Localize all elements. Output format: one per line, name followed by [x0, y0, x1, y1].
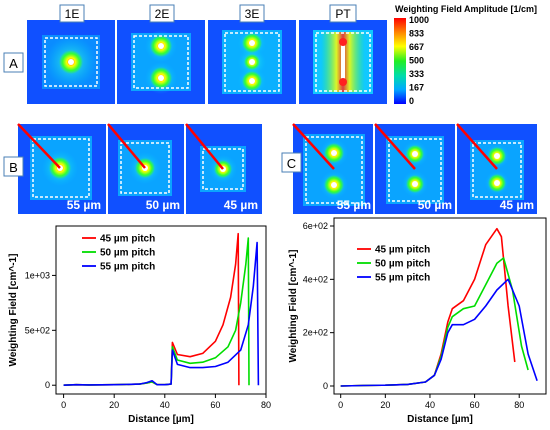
panel-a-2e — [117, 20, 205, 104]
chart-left-legend-entry: 50 µm pitch — [100, 248, 155, 259]
panel-c-caption-50: 50 µm — [418, 198, 452, 212]
chart-right-x-tick-label: 20 — [380, 400, 390, 410]
panel-b-caption-55: 55 µm — [67, 198, 101, 212]
chart-left-series-line-1 — [63, 237, 250, 386]
chart-right-legend-entry: 50 µm pitch — [375, 259, 430, 270]
chart-right-y-tick-label: 6e+02 — [303, 221, 328, 231]
colorbar: Weighting Field Amplitude [1/cm] 1000 833… — [394, 4, 537, 106]
panel-c-caption-45: 45 µm — [500, 198, 534, 212]
chart-left: 0 20 40 60 80 0 5e+02 1e+03 Distance [µm] Weighti… — [8, 225, 271, 425]
panel-b: B 55 µm 50 µm 45 µm — [3, 123, 262, 214]
chart-left-legend-entry: 55 µm pitch — [100, 262, 155, 273]
colorbar-tick-label: 500 — [409, 56, 424, 66]
chart-right-plot-frame — [333, 217, 547, 395]
chart-right-x-tick-label: 60 — [470, 400, 480, 410]
chart-right-x-axis-label: Distance [µm] — [407, 414, 473, 425]
panel-a: 1E 2E 3E PT A — [3, 4, 387, 104]
chart-left-plot-frame — [55, 225, 267, 395]
chart-left-x-axis-label: Distance [µm] — [128, 414, 194, 425]
panel-a-pt — [299, 20, 387, 104]
chart-right-series-line-2 — [340, 278, 538, 387]
column-label-1e: 1E — [65, 7, 80, 21]
chart-right-legend-entry: 55 µm pitch — [375, 273, 430, 284]
colorbar-tick-label: 333 — [409, 69, 424, 79]
colorbar-tick-label: 833 — [409, 29, 424, 39]
chart-right: 0 20 40 60 80 0 2e+02 4e+02 6e+02 Distance [µm] We… — [288, 217, 547, 425]
colorbar-tick-label: 667 — [409, 42, 424, 52]
colorbar-tick-label: 1000 — [409, 15, 429, 25]
chart-right-x-tick-label: 0 — [338, 400, 343, 410]
panel-a-column-labels: 1E 2E 3E PT — [59, 4, 357, 23]
panel-c-caption-55: 55 µm — [337, 198, 371, 212]
panel-label-b: B — [9, 160, 18, 175]
panel-a-1e — [27, 20, 115, 104]
chart-left-y-tick-label: 0 — [45, 380, 50, 390]
column-label-2e: 2E — [155, 7, 170, 21]
chart-left-x-tick-label: 20 — [109, 400, 119, 410]
chart-right-y-tick-label: 0 — [323, 381, 328, 391]
colorbar-tick-label: 0 — [409, 96, 414, 106]
chart-left-x-tick-label: 0 — [61, 400, 66, 410]
chart-right-y-tick-label: 2e+02 — [303, 328, 328, 338]
panel-label-c: C — [287, 156, 296, 171]
chart-left-y-tick-label: 5e+02 — [25, 325, 50, 335]
chart-left-y-tick-label: 1e+03 — [25, 270, 50, 280]
chart-right-y-tick-label: 4e+02 — [303, 274, 328, 284]
panel-b-caption-50: 50 µm — [146, 198, 180, 212]
panel-a-3e — [208, 20, 296, 104]
column-label-3e: 3E — [245, 7, 260, 21]
column-label-pt: PT — [335, 7, 351, 21]
chart-left-series-line-2 — [63, 241, 260, 386]
colorbar-title: Weighting Field Amplitude [1/cm] — [395, 4, 537, 14]
chart-left-x-tick-label: 60 — [210, 400, 220, 410]
colorbar-tick-label: 167 — [409, 83, 424, 93]
chart-left-x-tick-label: 80 — [261, 400, 271, 410]
chart-right-legend-entry: 45 µm pitch — [375, 245, 430, 256]
chart-right-y-axis-label: Weighting Field [cm^-1] — [288, 250, 299, 363]
chart-right-x-tick-label: 80 — [514, 400, 524, 410]
chart-right-x-tick-label: 40 — [425, 400, 435, 410]
chart-left-x-tick-label: 40 — [160, 400, 170, 410]
panel-c: C 55 µm 50 µm 45 µm — [281, 123, 537, 214]
panel-b-caption-45: 45 µm — [224, 198, 258, 212]
chart-left-y-axis-label: Weighting Field [cm^-1] — [8, 254, 19, 367]
panel-label-a: A — [9, 56, 18, 71]
chart-left-legend-entry: 45 µm pitch — [100, 234, 155, 245]
